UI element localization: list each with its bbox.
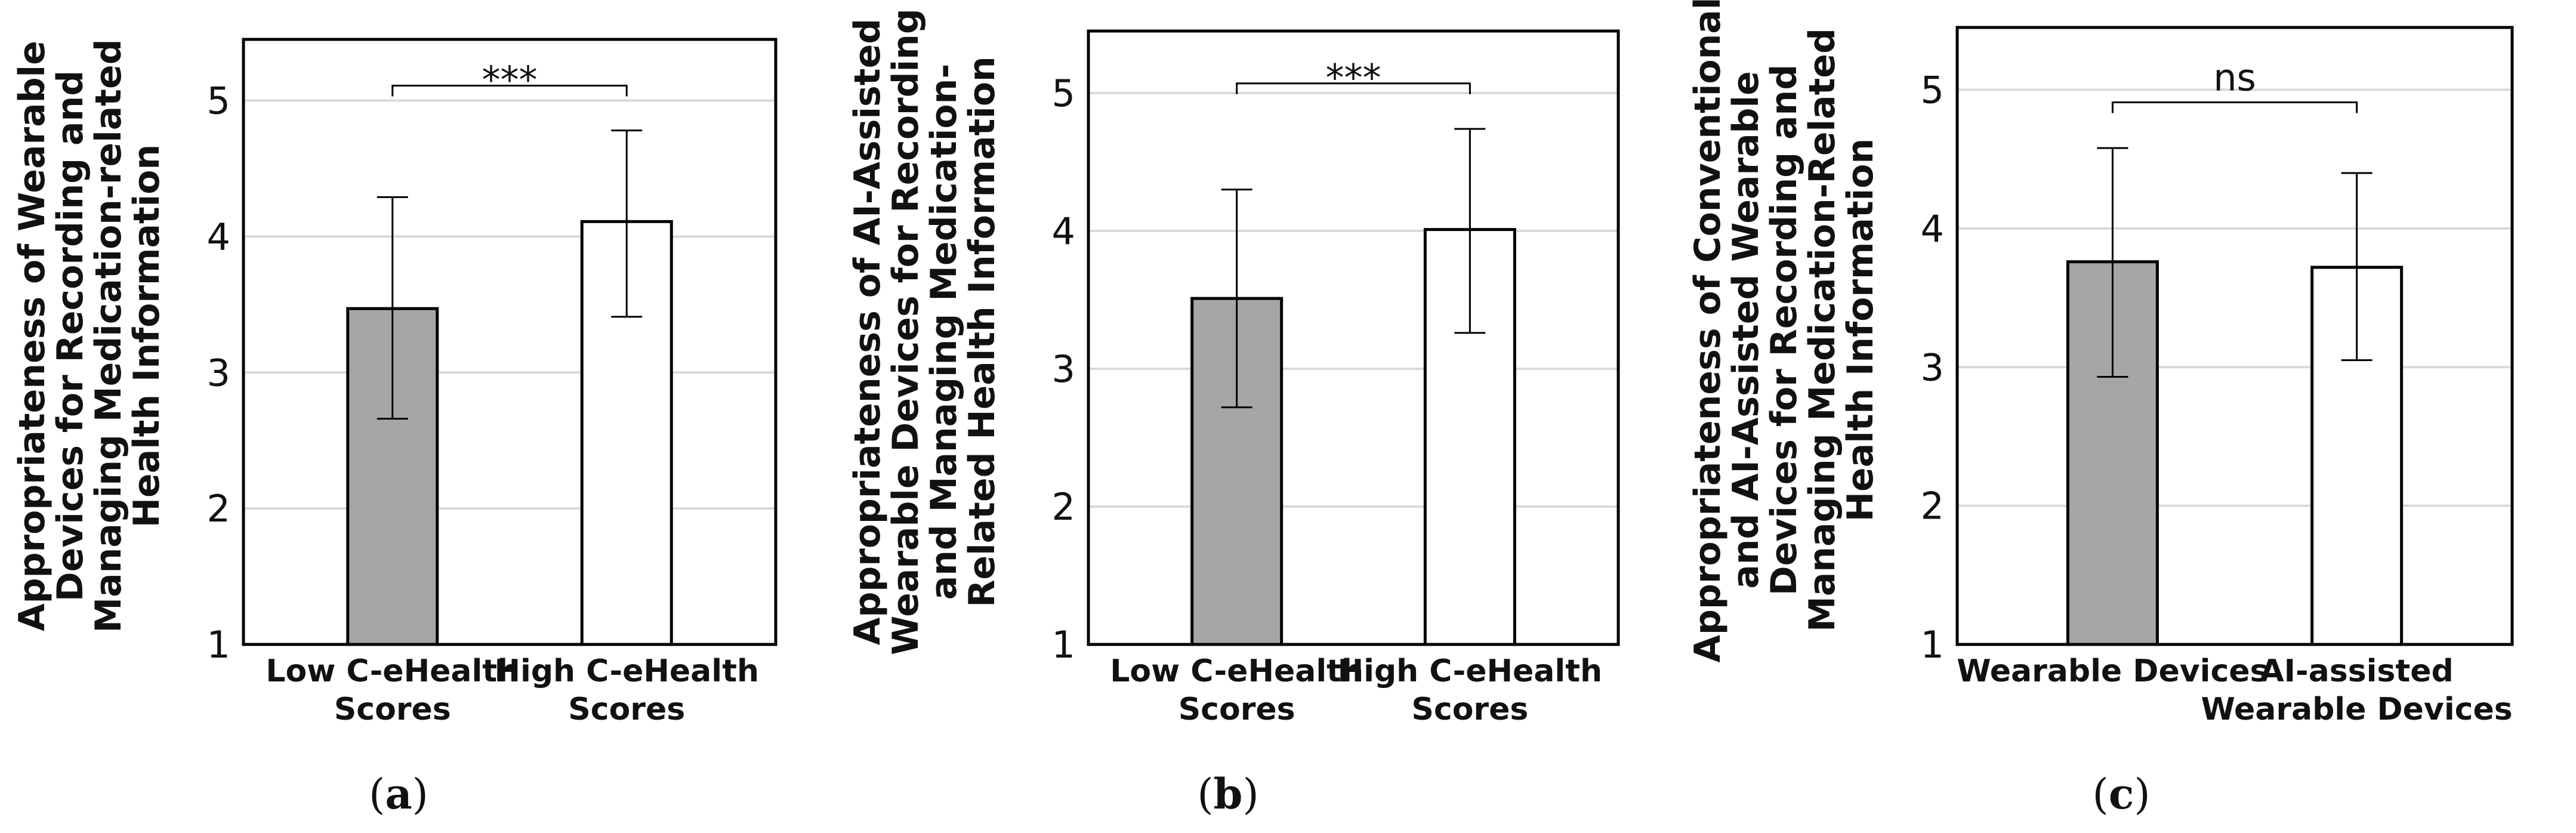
significance-label: *** [482,58,538,101]
category-label: AI-assisted [2260,653,2453,689]
y-axis-label-line: Devices for Recording and [1763,64,1805,596]
y-axis-label-line: Health Information [1840,138,1881,522]
y-axis-label-line: and AI-Assisted Wearable [1725,71,1767,589]
y-axis-label-line: Wearable Devices for Recording [885,8,927,655]
y-tick-label: 3 [1921,345,1944,389]
category-label: High C-eHealth [494,653,758,689]
y-tick-label: 5 [1921,69,1944,112]
plot-frame [1087,29,1620,646]
panel-label: (c) [2092,769,2150,819]
panel-label-open: ( [369,770,385,819]
panel-label-close: ) [2134,770,2150,819]
y-tick-label: 2 [1052,485,1075,529]
category-label: Scores [334,692,451,727]
panel-label-open: ( [2092,770,2108,819]
y-tick-label: 1 [207,623,230,667]
y-axis-label-line: and Managing Medication- [923,64,965,600]
y-tick-label: 2 [1921,485,1944,528]
category-label: Wearable Devices [1957,653,2268,689]
significance-bracket [1236,82,1471,94]
category-label: Wearable Devices [2201,692,2512,727]
y-tick-label: 5 [207,79,230,123]
y-axis-label-line: Appropriateness of AI-Assisted [847,18,889,645]
category-label: High C-eHealth [1338,653,1602,689]
y-tick-label: 1 [1052,623,1075,667]
category-label: Scores [568,692,685,727]
panel-label-close: ) [1242,770,1258,819]
y-axis-label: Appropriateness of AI-AssistedWearable D… [847,8,1003,655]
y-axis-label-line: Related Health Information [961,56,1003,607]
panel-label-letter: c [2109,769,2134,819]
panel-label-open: ( [1197,770,1213,819]
y-axis-label-line: Managing Medication-Related [1801,28,1843,632]
panel-label-close: ) [412,770,428,819]
y-tick-label: 1 [1921,623,1944,667]
y-tick-label: 2 [207,487,230,530]
category-label: Scores [1179,692,1295,727]
significance-bracket [391,84,628,97]
y-tick-label: 4 [207,215,230,258]
panel-label-letter: a [385,769,412,819]
category-label: Scores [1411,692,1528,727]
y-tick-label: 5 [1052,72,1075,115]
significance-label: ns [2213,55,2256,99]
y-axis-label-line: Appropriateness of Wearable [11,41,53,631]
plot-frame [1955,26,2514,646]
significance-bracket [2111,101,2358,113]
y-tick-label: 3 [1052,347,1075,391]
y-axis-label-line: Devices for Recording and [50,70,91,601]
y-tick-label: 3 [207,351,230,394]
y-tick-label: 4 [1052,209,1075,253]
category-label: Low C-eHealth [1110,653,1363,689]
panel-label-letter: b [1214,769,1243,819]
category-label: Low C-eHealth [266,653,519,689]
y-axis-label-line: Managing Medication-related [88,39,129,633]
plot-frame [242,38,778,646]
y-axis-label-line: Health Information [126,144,168,527]
panel-label: (a) [369,769,428,819]
chart-panel-c: 1 2 3 4 5 Wearable DevicesAI-assistedWearable… [1687,0,2514,819]
significance-label: *** [1326,56,1381,100]
y-tick-label: 4 [1921,207,1944,251]
y-axis-label-line: Appropriateness of Conventional [1687,0,1729,662]
y-axis-label: Appropriateness of WearableDevices for R… [11,39,168,633]
y-axis-label: Appropriateness of Conventionaland AI-As… [1687,0,1881,662]
panel-label: (b) [1197,769,1259,819]
